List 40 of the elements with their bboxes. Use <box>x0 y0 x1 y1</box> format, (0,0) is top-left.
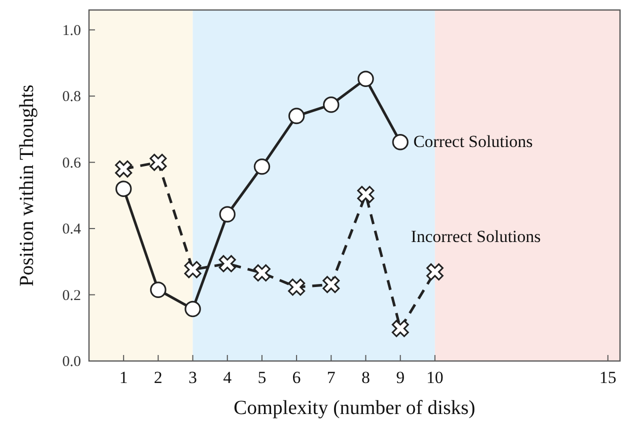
point <box>254 158 270 175</box>
x-tick-label: 15 <box>599 368 616 387</box>
point <box>358 70 374 88</box>
y-tick-label: 0.2 <box>62 288 81 304</box>
x-tick-label: 7 <box>326 368 336 387</box>
point <box>253 264 271 282</box>
x-tick-label: 4 <box>223 368 232 387</box>
y-axis-title: Position within Thoughts <box>16 84 38 286</box>
x-tick-label: 8 <box>361 368 370 387</box>
y-tick-label: 0.6 <box>62 155 82 172</box>
point <box>219 206 236 222</box>
x-tick-label: 9 <box>396 368 405 387</box>
series-label: Correct Solutions <box>413 132 533 152</box>
x-tick-label: 3 <box>188 368 198 387</box>
x-tick-label: 2 <box>154 368 162 387</box>
point <box>322 96 340 113</box>
x-axis-title: Complexity (number of disks) <box>234 397 476 419</box>
point <box>115 180 132 197</box>
point <box>218 255 236 272</box>
point <box>150 154 167 171</box>
point <box>184 261 202 278</box>
point <box>150 282 166 298</box>
y-tick-label: 1.0 <box>62 22 81 39</box>
x-tick-label: 10 <box>426 368 444 387</box>
x-tick-label: 6 <box>292 368 301 387</box>
point <box>392 134 408 150</box>
point <box>322 276 340 294</box>
y-tick-label: 0.8 <box>62 89 81 106</box>
point <box>115 160 132 178</box>
point <box>184 300 201 318</box>
series-label: Incorrect Solutions <box>410 226 541 246</box>
point <box>357 186 374 203</box>
point <box>392 320 409 338</box>
point <box>288 108 305 124</box>
x-tick-label: 5 <box>258 368 266 387</box>
point <box>426 263 444 280</box>
y-tick-label: 0.0 <box>62 354 81 370</box>
x-tick-label: 1 <box>119 368 128 387</box>
point <box>288 278 306 296</box>
y-tick-label: 0.4 <box>62 222 82 238</box>
